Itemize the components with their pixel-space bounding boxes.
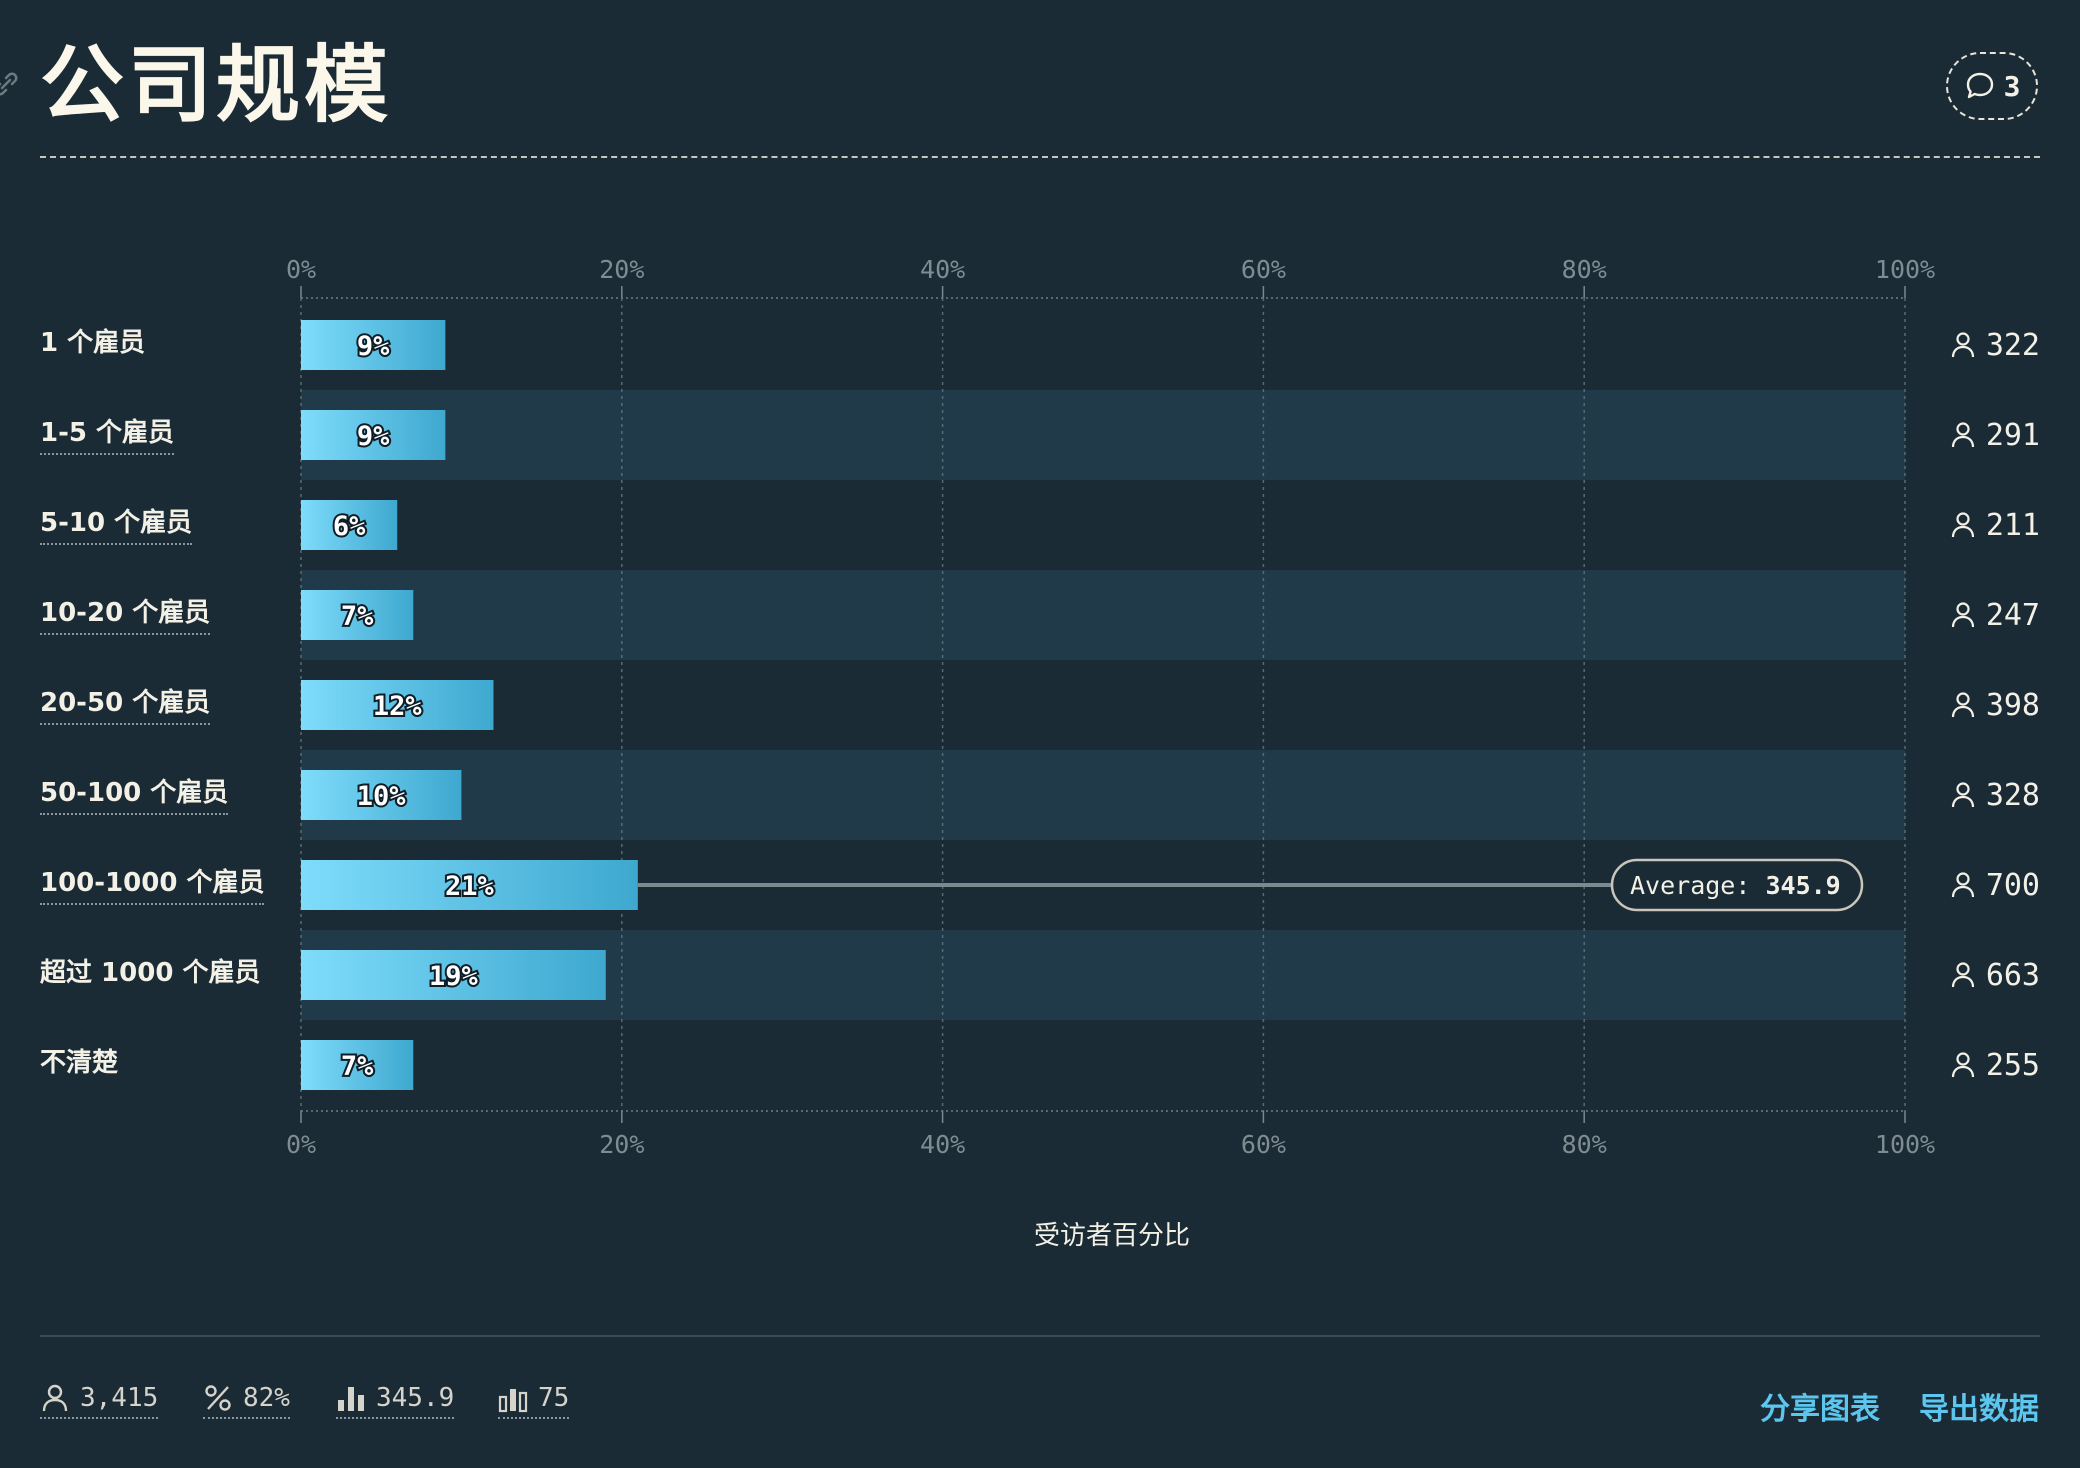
bar-value-label: 7% [341, 601, 374, 632]
row-band [301, 570, 1905, 660]
respondent-count: 247 [1946, 595, 2040, 635]
comments-button[interactable]: 3 [1946, 52, 2038, 120]
person-icon [1951, 602, 1974, 628]
category-label[interactable]: 20-50 个雇员 [40, 685, 211, 725]
page-title: 公司规模 [40, 36, 393, 134]
respondent-count-value: 291 [1985, 417, 2040, 453]
person-icon [1951, 692, 1974, 718]
bar [301, 320, 446, 370]
bar [301, 590, 414, 640]
person-icon [1951, 782, 1974, 808]
row-band [301, 390, 1905, 480]
comment-icon [1966, 72, 1993, 99]
respondent-count-value: 255 [1985, 1047, 2040, 1083]
title-divider [40, 156, 2040, 158]
bar-value-label: 12% [373, 691, 423, 722]
x-tick-label-bottom: 20% [599, 1130, 644, 1159]
respondent-count-value: 700 [1985, 867, 2040, 903]
respondent-count: 211 [1946, 505, 2040, 545]
bar-value-label: 7% [341, 1051, 374, 1082]
row-band [301, 750, 1905, 840]
category-label: 1 个雇员 [40, 328, 146, 358]
x-tick-label-bottom: 80% [1562, 1130, 1607, 1159]
share-chart-link[interactable]: 分享图表 [1760, 1392, 1880, 1427]
respondent-count-value: 247 [1985, 597, 2040, 633]
bar-value-label: 6% [333, 511, 366, 542]
category-label: 超过 1000 个雇员 [40, 958, 261, 988]
x-tick-label-bottom: 40% [920, 1130, 965, 1159]
respondent-count: 663 [1946, 955, 2040, 995]
person-icon [1951, 512, 1974, 538]
respondents-value: 3,415 [80, 1383, 159, 1413]
x-tick-label-top: 40% [920, 255, 965, 284]
percent-icon [205, 1385, 231, 1411]
respondent-count-value: 663 [1985, 957, 2040, 993]
respondent-count: 322 [1946, 325, 2040, 365]
bar-chart-icon [338, 1387, 364, 1411]
person-icon [42, 1384, 68, 1412]
bar-value-label: 9% [357, 421, 390, 452]
footer-divider [40, 1335, 2040, 1337]
x-tick-label-bottom: 100% [1875, 1130, 1935, 1159]
average-stat[interactable]: 345.9 [336, 1383, 455, 1419]
bar [301, 680, 494, 730]
average-label: Average: 345.9 [1630, 871, 1841, 900]
respondent-count-value: 211 [1985, 507, 2040, 543]
average-pill [1610, 858, 1864, 912]
x-tick-label-bottom: 0% [286, 1130, 316, 1159]
person-icon [1951, 1052, 1974, 1078]
respondent-count: 255 [1946, 1045, 2040, 1085]
bar-value-label: 9% [357, 331, 390, 362]
x-tick-label-bottom: 60% [1241, 1130, 1286, 1159]
bar [301, 860, 638, 910]
percent-stat[interactable]: 82% [203, 1383, 290, 1419]
respondent-count-value: 322 [1985, 327, 2040, 363]
respondents-stat[interactable]: 3,415 [40, 1383, 159, 1419]
person-icon [1951, 872, 1974, 898]
bar [301, 1040, 414, 1090]
bar-value-label: 10% [357, 781, 407, 812]
person-icon [1951, 422, 1974, 448]
person-icon [1951, 332, 1974, 358]
x-axis-title: 受访者百分比 [1034, 1221, 1190, 1251]
category-label[interactable]: 50-100 个雇员 [40, 775, 229, 815]
bar [301, 500, 398, 550]
x-tick-label-top: 100% [1875, 255, 1935, 284]
bar [301, 410, 446, 460]
category-label[interactable]: 5-10 个雇员 [40, 505, 193, 545]
bar [301, 950, 606, 1000]
respondent-count: 398 [1946, 685, 2040, 725]
x-tick-label-top: 60% [1241, 255, 1286, 284]
histogram-icon [498, 1389, 528, 1413]
category-label[interactable]: 1-5 个雇员 [40, 415, 175, 455]
respondent-count-value: 398 [1985, 687, 2040, 723]
respondent-count-value: 328 [1985, 777, 2040, 813]
x-tick-label-top: 20% [599, 255, 644, 284]
x-tick-label-top: 80% [1562, 255, 1607, 284]
bar-value-label: 19% [429, 961, 479, 992]
category-label: 不清楚 [40, 1048, 119, 1078]
bar [301, 770, 462, 820]
count-value: 75 [538, 1383, 570, 1413]
percent-value: 82% [243, 1383, 290, 1413]
category-label[interactable]: 100-1000 个雇员 [40, 865, 265, 905]
count-stat[interactable]: 75 [498, 1383, 570, 1419]
category-label[interactable]: 10-20 个雇员 [40, 595, 211, 635]
x-tick-label-top: 0% [286, 255, 316, 284]
average-value: 345.9 [376, 1383, 455, 1413]
link-icon[interactable] [0, 70, 20, 98]
bar-chart: 0% 0% 20% 20% 40% 40% 60% 60% 80% 80% 100% 100% 9% 9%… [286, 255, 1935, 1251]
respondent-count: 700 [1946, 865, 2040, 905]
respondent-count: 328 [1946, 775, 2040, 815]
comment-count: 3 [2003, 69, 2021, 103]
person-icon [1951, 962, 1974, 988]
bar-value-label: 21% [445, 871, 495, 902]
export-data-link[interactable]: 导出数据 [1919, 1392, 2039, 1427]
respondent-count: 291 [1946, 415, 2040, 455]
